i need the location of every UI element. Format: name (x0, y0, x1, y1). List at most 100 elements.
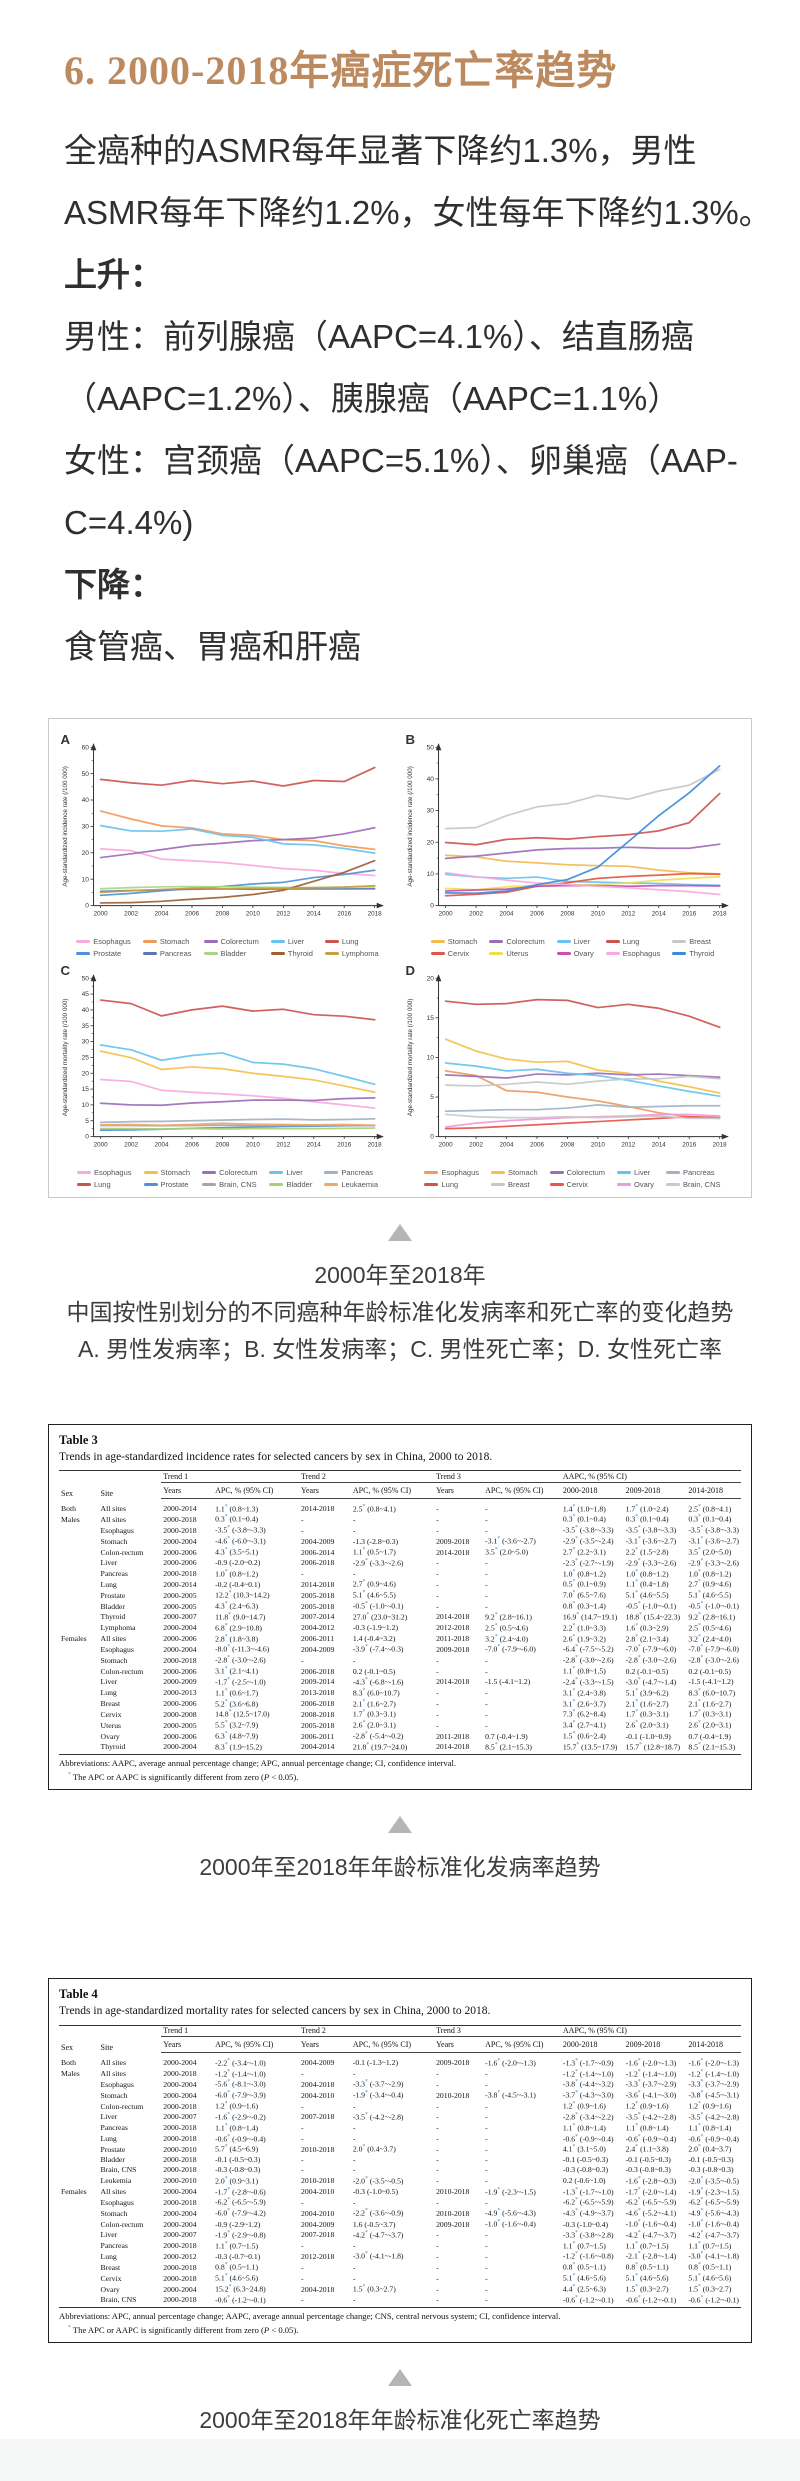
legend-swatch-icon (605, 940, 620, 943)
svg-text:2004: 2004 (500, 911, 514, 918)
chart-panel-B: 0 10 20 30 40 50 2000 2002 2004 2006 2008 2010 2012 2… (400, 731, 745, 958)
svg-text:30: 30 (82, 1039, 90, 1046)
svg-text:2014: 2014 (652, 911, 666, 918)
legend-label: Bladder (220, 948, 247, 958)
svg-text:2014: 2014 (652, 1142, 666, 1149)
legend-label: Brain, CNS (683, 1179, 721, 1189)
legend-item: Prostate (143, 1179, 191, 1189)
table-row: Brain, CNS 2000-2018 -0.6* (-1.2~-0.1) - - - -… (59, 2294, 741, 2309)
legend-label: Thyroid (287, 948, 313, 958)
table-row: Uterus 2000-2005 5.5* (3.2~7.9) 2005-2018 2.… (100, 1720, 732, 1730)
svg-text:2000: 2000 (439, 1142, 453, 1149)
legend-label: Prostate (160, 1179, 189, 1189)
legend-label: Ovary (633, 1179, 654, 1189)
svg-text:2004: 2004 (500, 1142, 514, 1149)
table-row: Liver 2000-2009 -1.7* (-2.5~-1.0) 2009-2014… (100, 1676, 734, 1687)
table-row: Bladder 2000-2005 4.3* (2.4~6.3) 2005-2018-… (100, 1601, 739, 1611)
legend-item: Breast (672, 937, 714, 946)
legend-swatch-icon (76, 940, 91, 943)
legend-item: Liver (269, 1168, 312, 1177)
table-row: Stomach 2000-2004 -4.6* (-6.0~-3.1) 2004-20… (100, 1536, 739, 1546)
intro-line: 女性：宫颈癌（AAPC=5.1%）、卵巢癌（AAP- (64, 442, 738, 479)
svg-text:Age-standardized incidence rat: Age-standardized incidence rate (/100 00… (62, 766, 69, 886)
legend-swatch-icon (605, 952, 620, 955)
legend-label: Ovary (573, 948, 594, 958)
mortality-table: Table 4 Trends in age-standardized mortal… (48, 1977, 752, 2343)
legend-swatch-icon (202, 1171, 217, 1174)
table-row: Liver 2000-2007 -1.6* (-2.9~-0.2) 2007-2018… (100, 2111, 739, 2122)
table-row: Stomach 2000-2004 -6.0* (-7.9~-4.2) 2004-20… (100, 2208, 739, 2218)
table-row: Thyroid 2000-2007 11.8* (9.0~14.7) 2007-201… (100, 1611, 736, 1622)
legend-swatch-icon (76, 952, 91, 955)
legend-item: Esophagus (76, 1168, 132, 1177)
series-prostate (99, 869, 376, 897)
intro-line: 食管癌、胃癌和肝癌 (64, 628, 361, 665)
legend-item: Cervix (549, 1180, 605, 1189)
legend-label: Lung (93, 1179, 111, 1189)
legend-item: Uterus (489, 949, 544, 958)
svg-text:2002: 2002 (469, 911, 483, 918)
table-footnote: Abbreviations: AAPC, average annual perc… (59, 1758, 457, 1769)
svg-text:2004: 2004 (155, 911, 169, 918)
series-lymphoma (99, 884, 376, 894)
figure-panel: 0 10 20 30 40 50 60 2000 2002 2004 2006 2008 2010 201… (48, 718, 752, 1198)
chart-panel-C: 0 5 10 15 20 25 30 35 40 45 50 2000 2002 2004 2006 2008… (55, 962, 400, 1189)
svg-text:2008: 2008 (215, 911, 229, 918)
svg-text:2006: 2006 (530, 1142, 544, 1149)
legend-item: Ovary (556, 948, 594, 958)
legend-swatch-icon (489, 940, 504, 943)
series-lung (99, 999, 376, 1021)
legend-label: Pancreas (159, 948, 192, 958)
svg-text:10: 10 (427, 871, 435, 878)
intro-text: 全癌种的ASMR每年显著下降约1.3%，男性 ASMR每年下降约1.2%，女性每… (64, 120, 772, 678)
legend-item: Thyroid (672, 949, 714, 958)
series-colorectum (99, 1096, 376, 1107)
legend-swatch-icon (672, 952, 687, 955)
intro-line: C=4.4%) (64, 504, 194, 541)
legend-swatch-icon (143, 1183, 158, 1186)
legend-item: Stomach (143, 1168, 190, 1177)
table-row: Liver 2000-2007 -1.9* (-2.9~-0.8) 2007-2018… (100, 2229, 739, 2240)
svg-text:2000: 2000 (94, 911, 108, 918)
svg-text:B: B (406, 732, 416, 747)
svg-text:0: 0 (430, 1134, 434, 1141)
svg-text:40: 40 (82, 797, 90, 804)
legend-swatch-icon (142, 952, 157, 955)
legend-swatch-icon (269, 1183, 284, 1186)
legend-swatch-icon (424, 1183, 439, 1186)
legend-item: Pancreas (666, 1168, 721, 1177)
svg-text:5: 5 (85, 1118, 89, 1125)
svg-text:30: 30 (427, 808, 435, 815)
table-row: Leukemia 2000-2010 2.0* (0.9~3.1) 2010-2018… (100, 2175, 739, 2186)
mortality-table-container: Table 4 Trends in age-standardized mortal… (0, 1977, 800, 2343)
svg-text:10: 10 (82, 876, 90, 883)
svg-text:0: 0 (85, 903, 89, 910)
svg-text:2012: 2012 (276, 911, 290, 918)
legend-item: Liver (556, 937, 594, 946)
legend-label: Thyroid (689, 948, 715, 958)
chart-svg-A: 0 10 20 30 40 50 60 2000 2002 2004 2006 2008 2010 201… (61, 732, 384, 918)
table-row: Cervix 2000-2008 14.8* (12.5~17.0) 2008-201… (100, 1709, 732, 1719)
series-liver (444, 1062, 721, 1097)
legend-item: Bladder (203, 948, 259, 958)
legend-label: Brain, CNS (219, 1179, 257, 1189)
table-row: Breast 2000-2006 5.2* (3.6~6.8) 2006-2018 2.… (100, 1698, 732, 1709)
legend-label: Lymphoma (341, 948, 379, 958)
series-colorectum (99, 826, 376, 859)
legend-swatch-icon (549, 1183, 564, 1186)
legend-label: Liver (286, 1167, 303, 1177)
legend-swatch-icon (76, 1183, 91, 1186)
series-stomach (444, 854, 721, 875)
table-row: Colon-rectum 2000-2018 1.2* (0.9~1.6) - - - -1… (100, 2101, 732, 2111)
svg-text:2016: 2016 (682, 911, 696, 918)
svg-text:35: 35 (82, 1023, 90, 1030)
table-row: Stomach 2000-2018 -2.8* (-3.0~-2.6) - - - - -2.… (100, 1655, 739, 1665)
table-row: Pancreas 2000-2018 1.0* (0.8~1.2) - - - -1.0* … (100, 1568, 732, 1579)
series-breast (444, 768, 721, 830)
svg-text:2018: 2018 (368, 911, 382, 918)
series-esophagus (444, 871, 721, 896)
series-breast (444, 1075, 721, 1087)
svg-text:5: 5 (430, 1094, 434, 1101)
table-row: Colon-rectum 2000-2006 4.3* (3.5~5.1) 2006-… (100, 1546, 732, 1557)
